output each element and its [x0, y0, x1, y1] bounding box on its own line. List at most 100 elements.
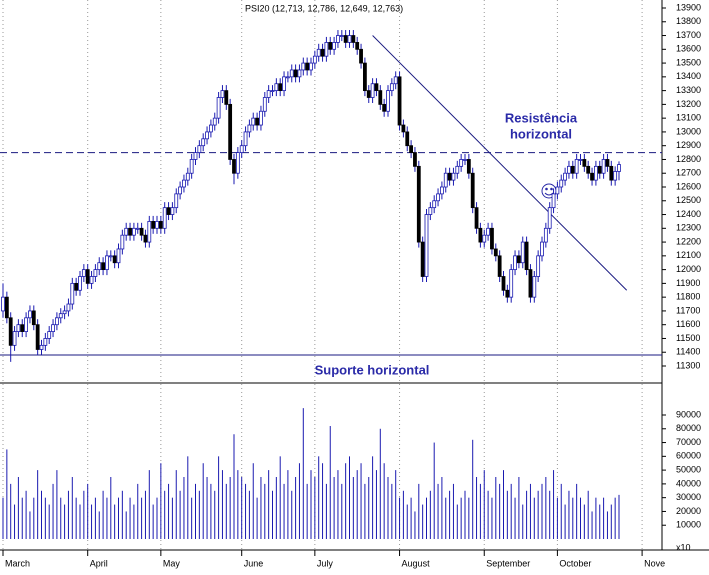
candle-body: [463, 159, 467, 161]
candle-body: [282, 76, 286, 92]
candle-body: [597, 165, 602, 174]
candle-body: [439, 186, 444, 195]
candle-body: [81, 269, 86, 277]
candle-body: [355, 42, 360, 50]
candle-body: [432, 200, 437, 209]
candle-body: [266, 90, 271, 98]
candle-body: [108, 255, 113, 258]
candle-body: [459, 159, 464, 167]
y-tick-label: 13600: [676, 44, 701, 54]
candle-body: [112, 255, 117, 264]
candle-body: [139, 227, 144, 236]
candle-body: [228, 103, 233, 160]
candle-body: [62, 310, 67, 315]
candle-body: [336, 35, 340, 43]
candle-body: [501, 276, 506, 291]
candle-body: [116, 248, 121, 264]
candle-body: [520, 241, 525, 264]
x-tick-label: Nove: [644, 558, 665, 568]
resistance-label: Resistência: [505, 110, 578, 125]
candle-body: [374, 83, 379, 92]
candle-body: [613, 171, 618, 181]
candle-body: [609, 165, 614, 181]
y-tick-label: 12400: [676, 209, 701, 219]
candle-body: [197, 145, 202, 153]
candle-body: [524, 241, 529, 271]
candle-body: [536, 255, 541, 277]
candle-body: [208, 124, 213, 133]
candle-body: [120, 234, 125, 250]
candle-body: [262, 97, 267, 112]
y-tick-label: 13900: [676, 2, 701, 12]
candle-body: [397, 76, 402, 126]
candle-body: [259, 110, 263, 126]
candle-body: [555, 186, 560, 195]
candle-body: [528, 269, 533, 298]
candle-body: [574, 159, 579, 174]
candle-body: [455, 165, 460, 174]
candle-body: [147, 221, 152, 243]
candle-body: [182, 179, 186, 188]
candle-body: [413, 152, 417, 167]
y-tick-label: 12000: [676, 264, 701, 274]
candle-body: [297, 69, 302, 78]
candle-body: [101, 262, 105, 271]
candle-body: [193, 152, 198, 160]
trend-line: [372, 35, 628, 291]
volume-tick-label: 70000: [676, 437, 701, 447]
y-tick-label: 13400: [676, 71, 701, 81]
candle-body: [563, 172, 567, 181]
candle-body: [205, 131, 209, 140]
candle-body: [378, 90, 383, 105]
candle-body: [347, 35, 352, 43]
candle-body: [482, 234, 487, 243]
y-tick-label: 11300: [676, 360, 700, 370]
candle-body: [189, 159, 194, 174]
y-tick-label: 13000: [676, 126, 701, 136]
candle-body: [590, 172, 594, 181]
y-tick-label: 11400: [676, 347, 700, 357]
y-tick-label: 11700: [676, 305, 700, 315]
candle-body: [351, 35, 356, 43]
volume-tick-label: 30000: [676, 492, 701, 502]
candle-body: [35, 324, 40, 350]
candle-body: [617, 164, 621, 172]
candle-body: [393, 76, 398, 85]
y-tick-label: 12900: [676, 140, 701, 150]
candle-body: [39, 344, 44, 350]
candle-body: [174, 193, 179, 209]
candle-body: [289, 69, 294, 78]
candle-body: [424, 214, 429, 277]
candle-body: [478, 227, 483, 243]
y-tick-label: 13200: [676, 99, 701, 109]
y-tick-label: 12300: [676, 223, 701, 233]
candle-body: [497, 255, 502, 277]
candle-body: [470, 172, 475, 209]
candle-body: [255, 117, 260, 126]
candle-body: [328, 42, 333, 50]
candle-body: [543, 227, 548, 243]
candle-body: [362, 62, 367, 92]
candle-body: [540, 241, 544, 257]
candle-body: [220, 90, 225, 98]
candle-body: [474, 207, 479, 229]
candle-body: [143, 234, 148, 243]
candle-body: [251, 117, 256, 126]
x-tick-label: May: [163, 558, 181, 568]
x-tick-label: July: [317, 558, 334, 568]
candle-body: [274, 83, 279, 92]
volume-tick-label: 20000: [676, 506, 701, 516]
y-tick-label: 12800: [676, 154, 701, 164]
candle-body: [131, 227, 136, 236]
candle-body: [178, 186, 183, 195]
candle-body: [8, 317, 13, 346]
candle-body: [416, 165, 421, 243]
candle-body: [1, 296, 5, 312]
x-tick-label: October: [559, 558, 591, 568]
candle-body: [309, 62, 313, 71]
candle-body: [51, 324, 55, 332]
candle-body: [155, 221, 159, 229]
candle-body: [493, 248, 498, 257]
candle-body: [78, 276, 82, 291]
